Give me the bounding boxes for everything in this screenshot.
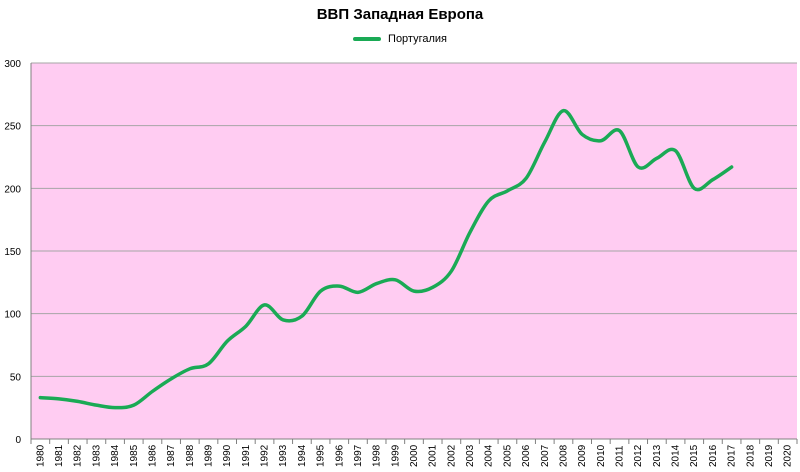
x-tick-label: 1982 xyxy=(73,444,84,467)
y-tick-label: 300 xyxy=(4,59,21,70)
x-tick-label: 1991 xyxy=(241,444,252,467)
x-tick-label: 1989 xyxy=(203,444,214,467)
legend-label: Португалия xyxy=(388,33,448,45)
x-tick-label: 2019 xyxy=(764,444,775,467)
y-tick-label: 50 xyxy=(10,372,22,383)
x-tick-label: 2014 xyxy=(671,444,682,467)
x-tick-label: 1999 xyxy=(390,444,401,467)
x-tick-label: 2000 xyxy=(409,444,420,467)
x-tick-label: 1998 xyxy=(372,444,383,467)
x-tick-label: 1986 xyxy=(147,444,158,467)
x-tick-label: 1984 xyxy=(110,444,121,467)
x-tick-label: 2007 xyxy=(540,444,551,467)
legend-line-swatch xyxy=(352,37,381,42)
gridlines xyxy=(31,62,797,377)
x-axis-labels: 1980 1981 1982 1983 1984 1985 1986 1987 1988 1989… xyxy=(35,444,793,467)
x-tick-label: 2002 xyxy=(446,444,457,467)
x-tick-label: 2018 xyxy=(745,444,756,467)
chart-title: ВВП Западная Европа xyxy=(316,6,484,23)
x-tick-label: 2013 xyxy=(652,444,663,467)
x-tick-label: 2004 xyxy=(484,444,495,467)
x-tick-label: 1981 xyxy=(54,444,65,467)
x-tick-label: 1992 xyxy=(260,444,271,467)
x-tick-label: 1996 xyxy=(334,444,345,467)
x-tick-label: 1983 xyxy=(91,444,102,467)
x-tick-label: 2012 xyxy=(633,444,644,467)
x-tick-label: 1990 xyxy=(222,444,233,467)
x-tick-label: 1987 xyxy=(166,444,177,467)
x-tick-label: 1993 xyxy=(278,444,289,467)
x-tick-label: 2010 xyxy=(596,444,607,467)
x-tick-label: 1995 xyxy=(316,444,327,467)
x-tick-label: 2006 xyxy=(521,444,532,467)
y-tick-label: 200 xyxy=(4,184,21,195)
x-tick-label: 2001 xyxy=(428,444,439,467)
x-tick-label: 2015 xyxy=(689,444,700,467)
series-group xyxy=(38,108,734,410)
x-tick-label: 2020 xyxy=(783,444,794,467)
y-tick-label: 150 xyxy=(4,247,21,258)
axes xyxy=(30,63,798,444)
y-tick-label: 250 xyxy=(4,122,21,133)
x-tick-label: 1997 xyxy=(353,444,364,467)
x-tick-label: 2009 xyxy=(577,444,588,467)
series-line-portugal xyxy=(38,108,734,410)
x-tick-label: 2016 xyxy=(708,444,719,467)
x-tick-label: 2011 xyxy=(615,445,626,467)
x-tick-label: 1985 xyxy=(129,444,140,467)
y-tick-label: 0 xyxy=(15,435,21,446)
x-tick-label: 2017 xyxy=(727,444,738,467)
x-tick-label: 1994 xyxy=(297,444,308,467)
x-tick-label: 1988 xyxy=(185,444,196,467)
x-tick-label: 2003 xyxy=(465,444,476,467)
x-tick-label: 1980 xyxy=(35,444,46,467)
x-tick-label: 2005 xyxy=(502,444,513,467)
y-tick-label: 100 xyxy=(4,310,21,321)
legend: Португалия xyxy=(0,33,800,45)
y-axis-labels: 0 50 100 150 200 250 300 xyxy=(4,59,21,446)
x-tick-label: 2008 xyxy=(558,444,569,467)
